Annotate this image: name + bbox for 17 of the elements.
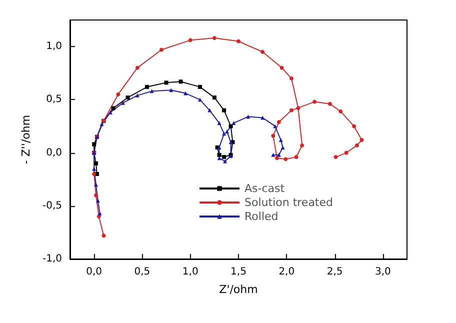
- x-tick-label: 2,5: [326, 266, 343, 278]
- x-tick-label: 1,0: [182, 266, 198, 278]
- x-tick-label: 0,5: [134, 266, 150, 278]
- y-tick-label: -0,5: [42, 200, 62, 212]
- x-axis-title: Z'/ohm: [219, 283, 258, 296]
- legend-label: Rolled: [244, 210, 278, 223]
- y-tick-label: 0,5: [46, 94, 62, 106]
- y-tick-label: 1,0: [46, 41, 62, 52]
- y-tick-label: 0,0: [46, 147, 62, 158]
- y-axis-title: - Z''/ohm: [20, 114, 33, 164]
- x-tick-label: 0,0: [86, 266, 102, 278]
- legend-label: Solution treated: [244, 196, 334, 209]
- legend-label: As-cast: [244, 182, 286, 195]
- x-tick-label: 2,0: [278, 266, 295, 278]
- x-tick-label: 1,5: [230, 266, 246, 278]
- y-tick-label: -1,0: [42, 254, 62, 264]
- x-tick-label: 3,0: [374, 266, 391, 278]
